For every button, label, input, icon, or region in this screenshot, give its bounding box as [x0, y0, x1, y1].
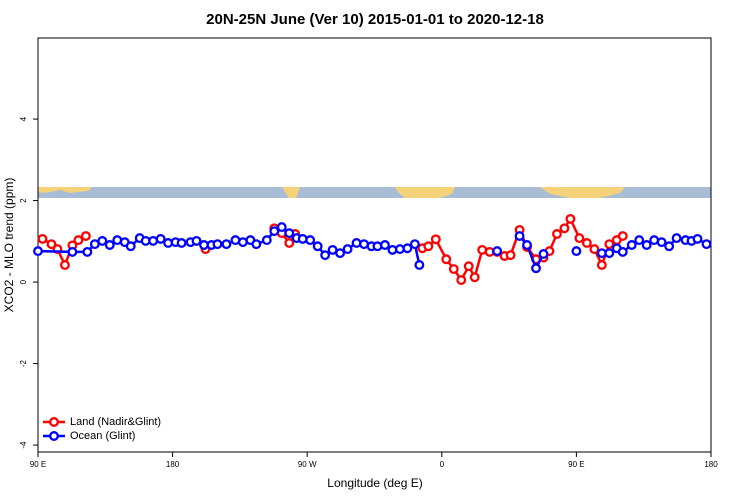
data-point: [297, 233, 308, 244]
data-point: [251, 239, 262, 250]
data-point: [456, 275, 467, 285]
data-point: [97, 235, 108, 246]
data-point: [692, 233, 703, 244]
data-point: [552, 229, 562, 239]
data-point: [191, 235, 202, 246]
data-point: [531, 263, 541, 274]
data-point: [351, 238, 362, 248]
data-point: [409, 239, 420, 250]
legend-label: Land (Nadir&Glint): [70, 416, 161, 428]
data-point: [538, 249, 549, 259]
data-point: [574, 233, 585, 244]
data-point: [656, 237, 667, 248]
data-point: [671, 233, 682, 244]
y-tick-label: 4: [19, 116, 28, 121]
data-point: [626, 240, 637, 250]
data-point: [176, 238, 187, 248]
data-point: [463, 261, 474, 272]
data-point: [82, 246, 93, 257]
data-point: [701, 239, 712, 250]
y-tick-label: -2: [19, 359, 28, 367]
data-point: [641, 240, 652, 250]
data-point: [104, 240, 115, 250]
data-point: [67, 246, 78, 257]
x-tick-label: 90 E: [568, 460, 584, 469]
legend-label: Ocean (Glint): [70, 430, 135, 442]
x-tick-label: 0: [440, 460, 445, 469]
data-point: [565, 213, 576, 224]
data-point: [469, 272, 480, 283]
x-tick-label: 180: [704, 460, 718, 469]
data-point: [596, 260, 607, 270]
data-point: [312, 241, 323, 252]
data-point: [212, 239, 223, 250]
data-point: [617, 231, 628, 241]
data-point: [342, 244, 353, 255]
data-point: [73, 235, 84, 246]
data-point: [284, 228, 295, 239]
data-point: [559, 223, 570, 234]
data-point: [522, 240, 532, 250]
y-tick-label: -4: [19, 441, 28, 449]
data-point: [380, 240, 390, 250]
data-point: [664, 241, 675, 252]
data-point: [155, 233, 166, 244]
data-point: [372, 241, 383, 252]
data-point: [305, 235, 316, 246]
data-point: [514, 231, 525, 241]
data-point: [414, 260, 425, 270]
legend-marker: [49, 417, 59, 427]
data-point: [423, 241, 434, 252]
data-point: [589, 244, 600, 255]
data-point: [402, 243, 413, 254]
data-point: [59, 260, 70, 270]
legend-marker: [49, 431, 59, 441]
data-point: [125, 241, 136, 252]
y-tick-label: 2: [19, 198, 28, 203]
data-point: [430, 234, 441, 245]
chart-title: 20N-25N June (Ver 10) 2015-01-01 to 2020…: [206, 11, 544, 28]
data-point: [571, 246, 582, 257]
x-axis-label: Longitude (deg E): [327, 476, 422, 490]
data-point: [269, 226, 280, 237]
map-strip: [38, 187, 711, 198]
data-point: [634, 235, 645, 246]
data-point: [284, 238, 295, 248]
data-point: [276, 222, 287, 233]
data-point: [37, 233, 48, 244]
data-point: [492, 246, 503, 257]
data-point: [505, 250, 516, 261]
data-point: [335, 248, 346, 259]
data-point: [604, 239, 615, 250]
x-tick-label: 180: [166, 460, 180, 469]
data-point: [604, 248, 615, 259]
data-point: [46, 239, 57, 250]
x-tick-label: 90 E: [30, 460, 46, 469]
y-tick-label: 0: [19, 279, 28, 284]
data-point: [33, 246, 43, 257]
y-axis-label: XCO2 - MLO trend (ppm): [2, 178, 16, 313]
data-point: [320, 250, 331, 261]
data-point: [221, 239, 232, 250]
data-point: [617, 246, 628, 257]
data-point: [581, 238, 592, 248]
data-point: [448, 264, 459, 274]
x-tick-label: 90 W: [298, 460, 317, 469]
data-point: [261, 235, 272, 246]
data-point: [441, 254, 452, 265]
data-point: [80, 231, 91, 241]
